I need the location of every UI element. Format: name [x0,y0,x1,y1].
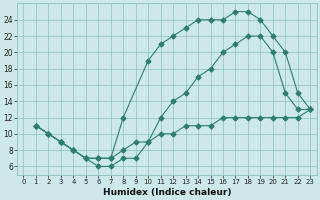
X-axis label: Humidex (Indice chaleur): Humidex (Indice chaleur) [103,188,231,197]
